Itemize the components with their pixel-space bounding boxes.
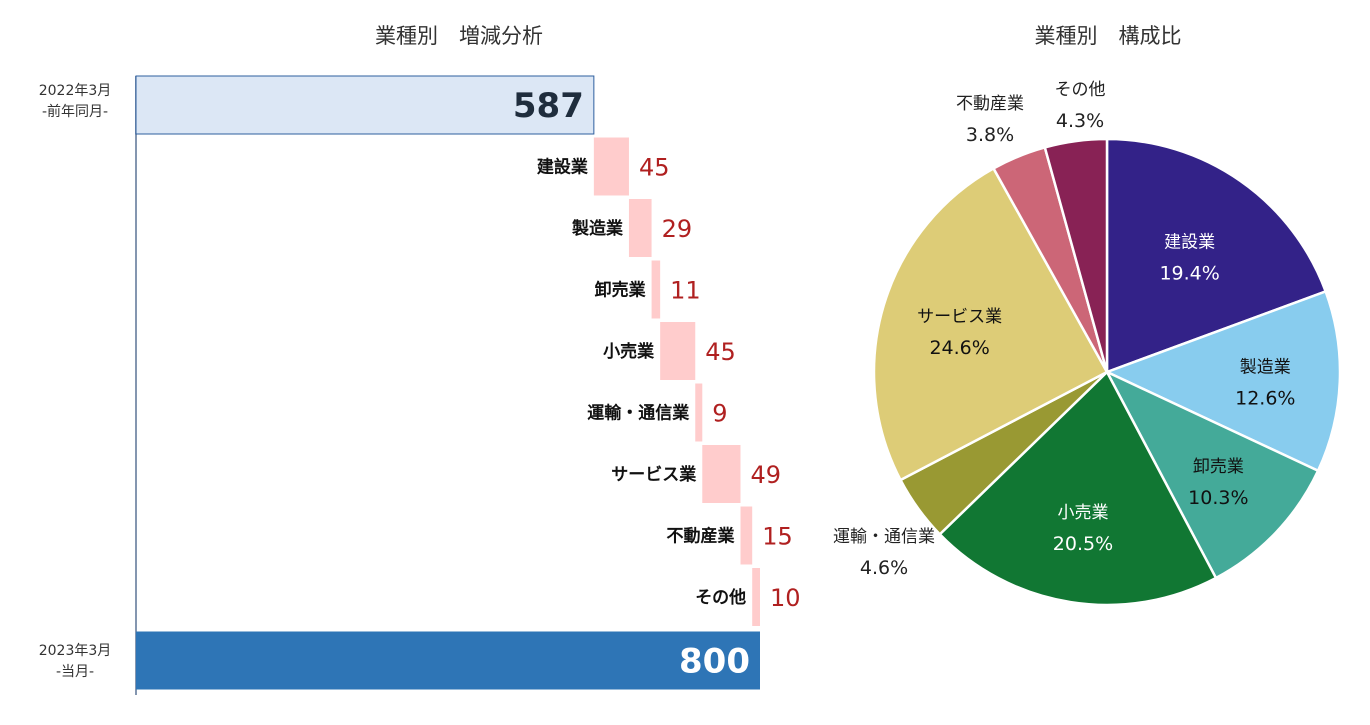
waterfall-step-value: 10 xyxy=(770,584,801,612)
waterfall-step-label: 卸売業 xyxy=(595,280,646,301)
pie-slice-label: 不動産業 xyxy=(956,94,1024,114)
waterfall-step-bar xyxy=(628,199,652,257)
pie-slice-value: 10.3% xyxy=(1188,487,1248,509)
start-period-labels: 2022年3月 -前年同月- xyxy=(20,81,130,123)
waterfall-step-value: 11 xyxy=(670,277,701,305)
waterfall-step-label: サービス業 xyxy=(611,464,696,485)
waterfall-step-bar xyxy=(593,137,629,196)
pie-slice-value: 4.3% xyxy=(1056,110,1104,132)
pie-slice-label: 製造業 xyxy=(1240,358,1291,378)
pie-slice-value: 3.8% xyxy=(966,124,1014,146)
pie-slice xyxy=(1043,137,1109,373)
start-period-label: 2022年3月 xyxy=(38,83,112,99)
pie-title: 業種別 構成比 xyxy=(1034,24,1182,48)
end-period-label: 2023年3月 xyxy=(38,643,112,659)
waterfall-step-bar xyxy=(752,568,760,626)
waterfall-step-label: 建設業 xyxy=(537,157,588,178)
waterfall-start-bar xyxy=(135,75,595,135)
waterfall-step-label: 小売業 xyxy=(603,341,654,362)
pie-slice xyxy=(991,145,1109,373)
waterfall-step-label: その他 xyxy=(695,587,746,608)
pie-slice xyxy=(1105,137,1328,374)
waterfall-title: 業種別 増減分析 xyxy=(375,24,543,48)
waterfall-start-value: 587 xyxy=(513,86,584,126)
waterfall-step-bar xyxy=(695,383,703,442)
pie-slice xyxy=(938,369,1218,607)
waterfall-step-value: 15 xyxy=(762,523,793,551)
waterfall-end-bar xyxy=(136,631,760,690)
waterfall-chart: 587 建設業 45 製造業 29 卸売業 11 小売業 45 運輸・通信業 9 サービス業 49 不動産… xyxy=(135,75,801,695)
waterfall-step-value: 45 xyxy=(705,338,736,366)
waterfall-step-value: 45 xyxy=(639,154,670,182)
waterfall-step-bar xyxy=(740,506,753,565)
pie-slice-label: その他 xyxy=(1055,80,1106,100)
pie-slice xyxy=(1103,289,1342,473)
waterfall-step-label: 運輸・通信業 xyxy=(587,403,689,424)
pie-slice xyxy=(898,370,1108,537)
pie-slice-value: 19.4% xyxy=(1159,262,1219,284)
waterfall-step-value: 49 xyxy=(751,461,782,489)
start-subperiod-label: -前年同月- xyxy=(41,104,109,120)
waterfall-step-bar xyxy=(651,260,661,319)
waterfall-step-value: 29 xyxy=(662,215,693,243)
pie-slice-label: 小売業 xyxy=(1057,503,1108,523)
waterfall-step-bar xyxy=(660,322,696,380)
pie-slice-label: 卸売業 xyxy=(1193,457,1244,477)
waterfall-step-label: 製造業 xyxy=(571,218,623,239)
waterfall-step-value: 9 xyxy=(712,400,727,428)
end-subperiod-label: -当月- xyxy=(55,664,95,680)
pie-slice-label: サービス業 xyxy=(917,307,1002,327)
waterfall-step-bar xyxy=(702,445,741,503)
waterfall-end-value: 800 xyxy=(679,642,750,682)
pie-slice-label: 建設業 xyxy=(1164,232,1215,252)
waterfall-step-label: 不動産業 xyxy=(667,526,735,547)
pie-slice-value: 24.6% xyxy=(929,337,989,359)
pie-slice xyxy=(1104,369,1320,580)
pie-slice-value: 12.6% xyxy=(1235,388,1295,410)
pie-slice-value: 20.5% xyxy=(1053,533,1113,555)
end-period-labels: 2023年3月 -当月- xyxy=(20,641,130,683)
